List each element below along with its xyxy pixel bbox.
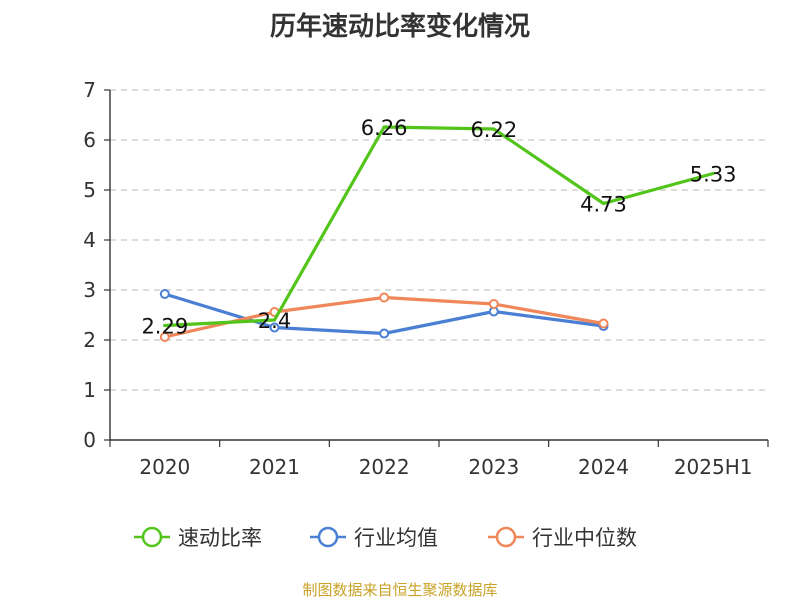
y-tick-label: 6 [83, 128, 96, 152]
x-tick-label: 2025H1 [674, 455, 753, 479]
data-point [602, 202, 605, 205]
data-point [598, 318, 609, 329]
y-tick-label: 1 [83, 378, 96, 402]
legend-item-0[interactable]: 速动比率 [134, 526, 262, 550]
data-label: 6.26 [361, 116, 408, 140]
grid-lines [110, 89, 768, 391]
axes: 0 1 2 3 4 5 6 7 2020 2021 2022 2023 2024 2025H1 [83, 78, 769, 479]
series-lines [159, 125, 715, 342]
x-tick-label: 2024 [578, 455, 629, 479]
data-label: 4.73 [580, 193, 627, 217]
x-tick-label: 2021 [249, 455, 300, 479]
data-point [159, 289, 170, 299]
data-label: 6.22 [470, 118, 517, 142]
data-point [379, 328, 390, 339]
x-tick-label: 2023 [468, 455, 519, 479]
data-point [269, 322, 280, 333]
x-tick-label: 2020 [139, 455, 190, 479]
legend-swatch-marker [495, 526, 517, 548]
legend-swatch-marker [317, 526, 339, 548]
chart-title: 历年速动比率变化情况 [269, 12, 530, 42]
legend-item-1[interactable]: 行业均值 [310, 526, 438, 550]
y-tick-label: 3 [83, 278, 96, 302]
legend-item-2[interactable]: 行业中位数 [488, 526, 637, 550]
data-point [492, 127, 496, 131]
data-point [379, 292, 390, 303]
y-tick-label: 2 [83, 328, 96, 352]
x-tick-label: 2022 [359, 455, 410, 479]
data-point [711, 172, 715, 175]
data-label: 2.29 [141, 315, 188, 339]
data-point [163, 324, 167, 327]
data-labels: 2.29 2.4 6.26 6.22 4.73 5.33 [141, 116, 736, 339]
data-point [488, 299, 499, 309]
source-note: 制图数据来自恒生聚源数据库 [302, 581, 498, 599]
data-point [273, 318, 276, 322]
y-tick-label: 0 [83, 428, 96, 452]
y-tick-label: 5 [83, 178, 96, 202]
y-tick-label: 7 [83, 78, 96, 102]
legend[interactable]: 速动比率 行业均值 行业中位数 [134, 526, 637, 550]
legend-swatch-marker [141, 526, 163, 548]
legend-label: 行业均值 [354, 526, 438, 550]
data-label: 5.33 [690, 163, 737, 187]
series-line-0 [163, 125, 715, 328]
legend-label: 行业中位数 [532, 526, 637, 550]
data-label: 2.4 [258, 309, 291, 333]
data-point [382, 125, 386, 129]
data-point [159, 332, 170, 342]
y-tick-label: 4 [83, 228, 96, 252]
legend-label: 速动比率 [178, 526, 262, 550]
